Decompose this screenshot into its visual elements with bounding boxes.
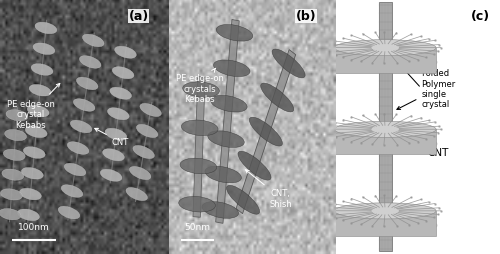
Ellipse shape <box>4 150 25 161</box>
Ellipse shape <box>76 78 98 90</box>
Ellipse shape <box>214 61 250 77</box>
Ellipse shape <box>100 170 122 182</box>
Ellipse shape <box>140 104 162 117</box>
Ellipse shape <box>26 126 47 138</box>
Ellipse shape <box>33 44 55 55</box>
Ellipse shape <box>6 110 28 121</box>
Ellipse shape <box>4 130 26 141</box>
Ellipse shape <box>238 152 271 180</box>
Text: CNT: CNT <box>94 129 129 147</box>
Ellipse shape <box>182 83 220 98</box>
Text: CNT,
Shish: CNT, Shish <box>246 170 292 208</box>
Ellipse shape <box>105 129 126 141</box>
Ellipse shape <box>210 96 247 113</box>
Polygon shape <box>216 20 239 224</box>
Ellipse shape <box>208 131 244 148</box>
Text: (c): (c) <box>471 10 490 23</box>
Ellipse shape <box>136 125 158 138</box>
Text: PE edge-on
crystal
Kebabs: PE edge-on crystal Kebabs <box>7 84 60 129</box>
Ellipse shape <box>62 185 83 198</box>
Text: CNT: CNT <box>428 147 449 157</box>
Ellipse shape <box>126 188 148 201</box>
Ellipse shape <box>28 106 49 117</box>
Ellipse shape <box>250 118 282 147</box>
Ellipse shape <box>82 35 104 47</box>
Bar <box>334 49 436 73</box>
Ellipse shape <box>64 164 86 176</box>
Polygon shape <box>193 77 205 217</box>
Ellipse shape <box>112 68 134 80</box>
Bar <box>334 130 436 155</box>
Ellipse shape <box>0 189 22 200</box>
Ellipse shape <box>332 135 438 153</box>
Ellipse shape <box>114 47 136 59</box>
Ellipse shape <box>31 65 53 76</box>
Ellipse shape <box>182 121 218 136</box>
Ellipse shape <box>68 142 89 155</box>
Ellipse shape <box>108 108 129 120</box>
Ellipse shape <box>22 168 43 179</box>
Ellipse shape <box>332 217 438 234</box>
Ellipse shape <box>20 188 42 200</box>
Text: (b): (b) <box>296 10 316 23</box>
Bar <box>378 3 392 251</box>
Bar <box>334 211 436 236</box>
Ellipse shape <box>2 169 24 181</box>
Ellipse shape <box>260 84 294 113</box>
Ellipse shape <box>216 25 253 42</box>
Polygon shape <box>236 50 296 214</box>
Ellipse shape <box>133 146 154 159</box>
Ellipse shape <box>74 99 95 112</box>
Ellipse shape <box>110 88 132 100</box>
Text: 50nm: 50nm <box>184 222 210 231</box>
Text: PE edge-on
crystals
Kebabs: PE edge-on crystals Kebabs <box>176 69 224 104</box>
Ellipse shape <box>0 209 21 220</box>
Ellipse shape <box>18 209 40 221</box>
Ellipse shape <box>70 121 92 133</box>
Ellipse shape <box>226 186 260 214</box>
Ellipse shape <box>102 149 124 161</box>
Ellipse shape <box>58 207 80 219</box>
Ellipse shape <box>334 40 436 56</box>
Ellipse shape <box>334 122 436 138</box>
Ellipse shape <box>332 54 438 72</box>
Ellipse shape <box>130 167 151 180</box>
Ellipse shape <box>334 203 436 219</box>
Ellipse shape <box>35 23 57 35</box>
Text: 100nm: 100nm <box>18 222 50 231</box>
Ellipse shape <box>178 197 216 212</box>
Ellipse shape <box>202 202 238 218</box>
Ellipse shape <box>24 147 45 159</box>
Ellipse shape <box>80 56 101 69</box>
Text: (a): (a) <box>128 10 148 23</box>
Ellipse shape <box>29 85 51 97</box>
Ellipse shape <box>180 158 217 174</box>
Ellipse shape <box>272 50 305 78</box>
Ellipse shape <box>205 167 242 183</box>
Text: Folded
Polymer
single
crystal: Folded Polymer single crystal <box>397 69 456 110</box>
